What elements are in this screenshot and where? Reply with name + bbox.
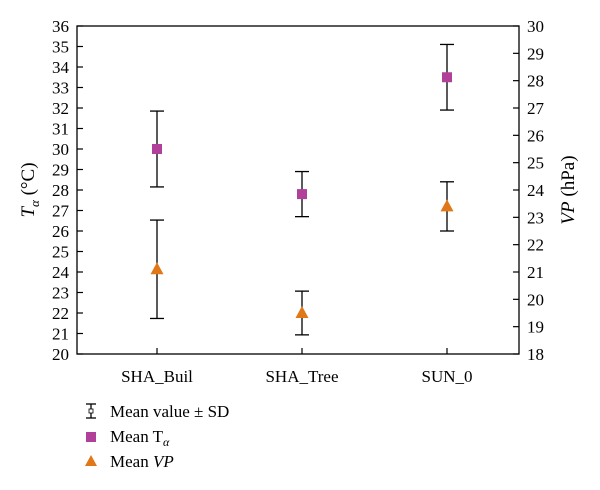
left-tick-label: 26 (52, 222, 69, 241)
right-tick-label: 27 (527, 99, 545, 118)
left-tick-label: 33 (52, 79, 69, 98)
data-marks (150, 43, 454, 336)
x-tick-label: SHA_Buil (121, 367, 193, 386)
x-tick-label: SUN_0 (421, 367, 472, 386)
legend-errorbar-icon (86, 403, 96, 419)
legend: Mean value ± SD Mean Tα Mean VP (85, 402, 229, 471)
left-tick-label: 20 (52, 345, 69, 364)
left-tick-label: 21 (52, 325, 69, 344)
right-tick-label: 20 (527, 290, 544, 309)
left-tick-label: 22 (52, 304, 69, 323)
left-tick-label: 24 (52, 263, 70, 282)
legend-square-icon (86, 432, 96, 442)
point-triangle-0 (150, 262, 164, 275)
x-axis: SHA_Buil SHA_Tree SUN_0 (121, 348, 473, 386)
left-tick-label: 23 (52, 284, 69, 303)
point-triangle-1 (295, 306, 309, 318)
right-tick-label: 28 (527, 72, 544, 91)
legend-errorbar-label: Mean value ± SD (110, 402, 229, 421)
right-tick-label: 21 (527, 263, 544, 282)
right-tick-label: 25 (527, 154, 544, 173)
left-tick-label: 30 (52, 140, 69, 159)
legend-triangle-icon (85, 455, 97, 466)
right-axis: 18 19 20 21 22 23 24 25 26 27 28 29 30 (513, 17, 545, 364)
left-tick-label: 28 (52, 181, 69, 200)
right-tick-label: 24 (527, 181, 545, 200)
left-axis-title: Tα (°C) (18, 162, 42, 217)
point-square-2 (442, 72, 452, 83)
left-tick-label: 31 (52, 120, 69, 139)
left-tick-label: 25 (52, 243, 69, 262)
right-tick-label: 19 (527, 318, 544, 337)
point-triangle-2 (440, 199, 454, 212)
left-tick-label: 27 (52, 202, 70, 221)
right-tick-label: 22 (527, 236, 544, 255)
point-square-0 (152, 144, 162, 154)
left-tick-label: 34 (52, 58, 70, 77)
left-tick-label: 35 (52, 38, 69, 57)
left-tick-label: 29 (52, 161, 69, 180)
right-tick-label: 18 (527, 345, 544, 364)
point-square-1 (297, 189, 307, 200)
right-tick-label: 29 (527, 44, 544, 63)
x-tick-label: SHA_Tree (265, 367, 338, 386)
right-tick-label: 30 (527, 17, 544, 36)
left-tick-label: 32 (52, 99, 69, 118)
legend-series-vp: Mean VP (110, 452, 174, 471)
right-tick-label: 26 (527, 126, 544, 145)
right-axis-title: VP (hPa) (558, 155, 579, 224)
legend-series-t: Mean Tα (110, 427, 170, 449)
left-tick-label: 36 (52, 17, 69, 36)
right-tick-label: 23 (527, 208, 544, 227)
